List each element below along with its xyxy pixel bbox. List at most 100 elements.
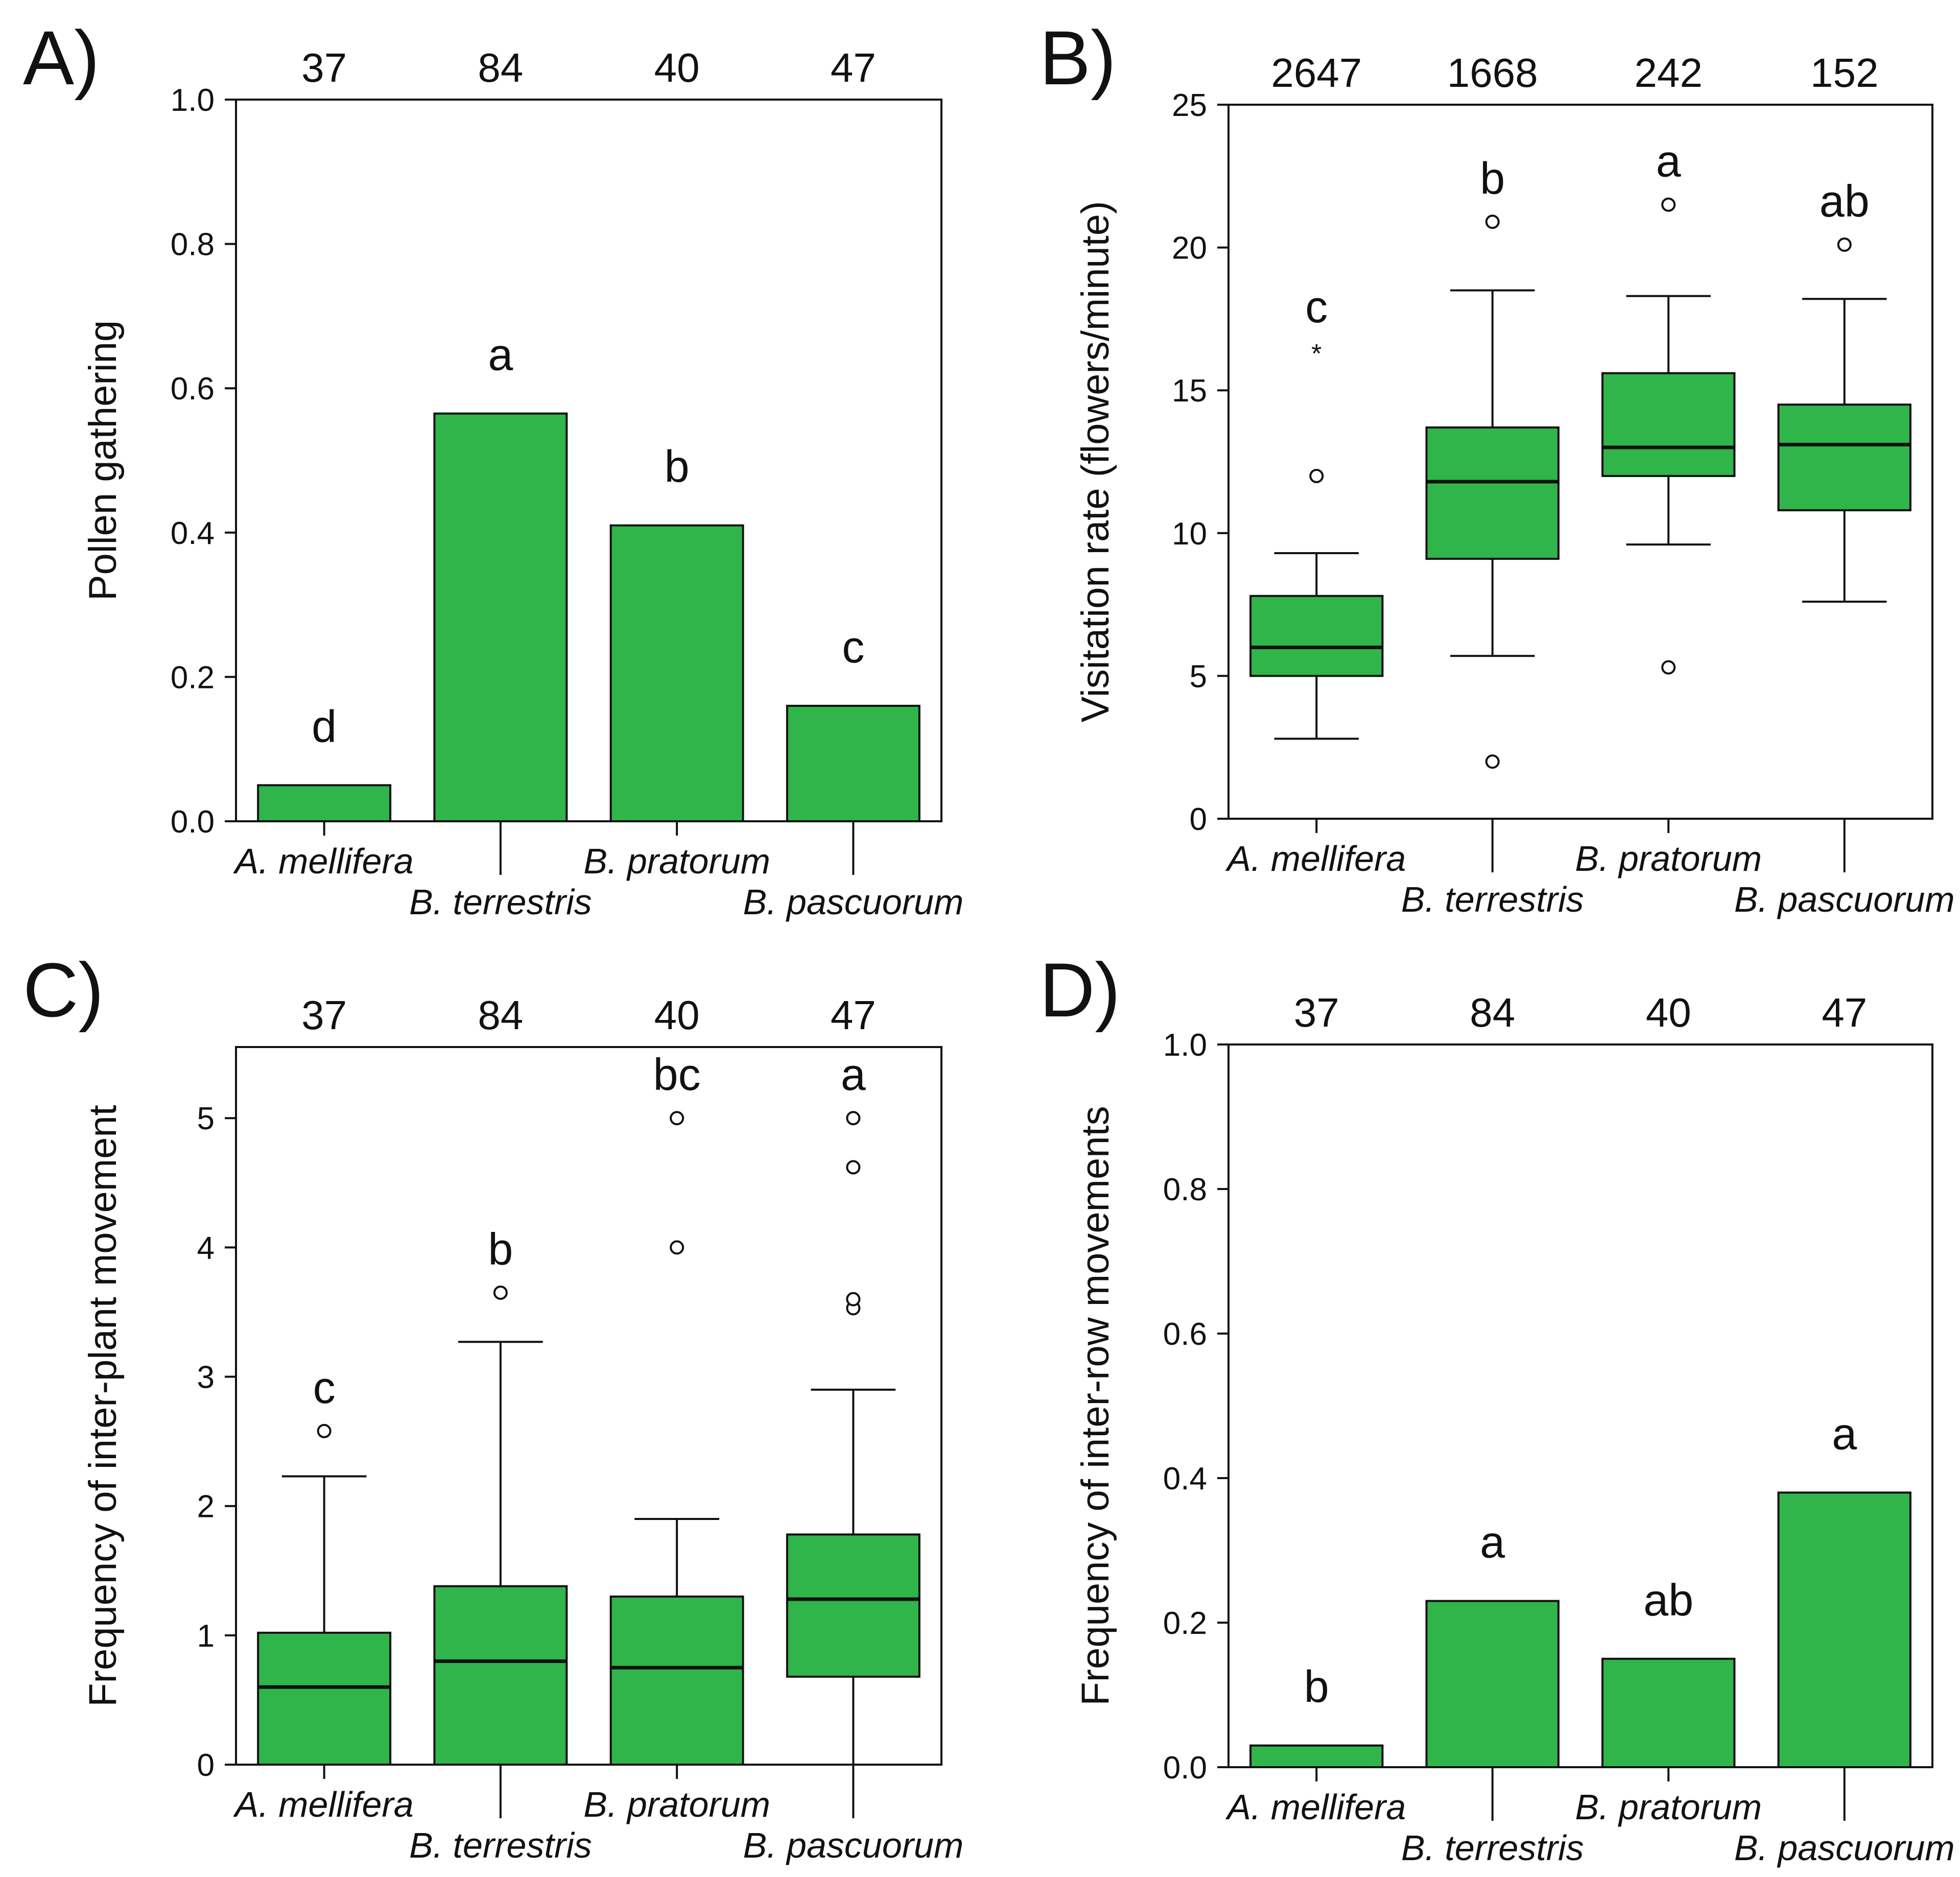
sample-size-label: 40 [654, 992, 700, 1038]
plot-frame [1227, 1043, 1933, 1768]
sample-size-label: 84 [478, 45, 523, 90]
y-tick-label: 3 [197, 1360, 215, 1395]
bar [786, 704, 920, 823]
y-tick-label: 1.0 [171, 83, 215, 118]
y-tick-label: 0 [1190, 802, 1207, 837]
y-tick-label: 2 [197, 1489, 215, 1525]
y-tick-label: 5 [1190, 659, 1207, 694]
box [1425, 426, 1560, 560]
outlier-point [846, 1111, 861, 1126]
sample-size-label: 37 [301, 992, 347, 1038]
outlier-point [670, 1240, 684, 1255]
outlier-point [670, 1111, 684, 1126]
sample-size-label: 1668 [1447, 50, 1538, 96]
y-tick-label: 25 [1172, 88, 1207, 123]
box [786, 1533, 920, 1678]
outlier-point [1485, 754, 1500, 769]
box [1777, 403, 1911, 512]
bar [257, 784, 392, 822]
box [609, 1595, 744, 1766]
category-label: B. pascuorum [1734, 880, 1955, 919]
sample-size-label: 40 [1646, 990, 1691, 1035]
sample-size-label: 152 [1810, 50, 1878, 96]
y-tick-label: 20 [1172, 231, 1207, 266]
y-tick-label: 4 [197, 1230, 215, 1266]
category-label: B. terrestris [1401, 880, 1584, 919]
y-tick-label: 0.6 [1163, 1317, 1207, 1352]
outlier-point [1837, 237, 1852, 252]
outlier-point [493, 1285, 508, 1300]
outlier-point [1485, 215, 1500, 229]
sample-size-label: 47 [831, 45, 876, 90]
panel-label: C) [23, 947, 104, 1033]
extreme-point: * [1311, 339, 1321, 369]
box [1601, 372, 1736, 477]
category-label: B. pratorum [583, 1785, 770, 1824]
significance-letter: a [841, 1049, 866, 1100]
significance-letter: a [1656, 136, 1681, 186]
sample-size-label: 2647 [1271, 50, 1362, 96]
significance-letter: a [1832, 1408, 1857, 1459]
sample-size-label: 40 [654, 45, 700, 90]
y-tick-label: 0.2 [1163, 1606, 1207, 1641]
y-axis-title: Pollen gathering [81, 320, 125, 601]
category-label: B. terrestris [409, 882, 592, 922]
sample-size-label: 84 [1470, 990, 1515, 1035]
category-label: A. mellifera [233, 1785, 414, 1824]
y-tick-label: 0.6 [171, 371, 215, 407]
panel-a: A) 0.0 0.2 0.4 0.6 0.8 1.0 Pollen gathering A. m… [23, 15, 963, 922]
y-axis-title: Visitation rate (flowers/minute) [1074, 201, 1117, 723]
bar [1249, 1744, 1384, 1769]
y-tick-label: 10 [1172, 516, 1207, 552]
y-axis-title: Frequency of inter-plant movement [81, 1105, 125, 1707]
sample-size-label: 242 [1635, 50, 1703, 96]
plot-frame [1227, 104, 1933, 820]
y-tick-label: 15 [1172, 373, 1207, 409]
box [257, 1631, 392, 1766]
plot-frame [235, 1046, 942, 1766]
significance-letter: c [842, 622, 864, 672]
y-tick-label: 0.0 [1163, 1750, 1207, 1786]
category-label: B. terrestris [409, 1825, 592, 1865]
significance-letter: ab [1820, 176, 1870, 226]
sample-size-label: 47 [1822, 990, 1867, 1035]
y-tick-label: 1 [197, 1619, 215, 1654]
plot-frame [235, 99, 942, 822]
outlier-point [1309, 468, 1324, 483]
category-label: B. pratorum [583, 841, 770, 881]
sample-size-label: 37 [301, 45, 347, 90]
significance-letter: c [1305, 281, 1328, 332]
bar [1425, 1600, 1560, 1769]
significance-letter: d [312, 701, 337, 751]
y-tick-label: 0.4 [1163, 1461, 1207, 1496]
panel-b: B) 0 5 10 15 20 25 Visitation rate (flowers/min… [1040, 15, 1955, 919]
category-label: A. mellifera [1225, 1787, 1406, 1827]
bar [1601, 1657, 1736, 1768]
panel-label: A) [23, 15, 100, 101]
category-label: A. mellifera [1225, 839, 1406, 878]
y-tick-label: 0.8 [1163, 1172, 1207, 1207]
outlier-point [846, 1160, 861, 1175]
category-label: A. mellifera [233, 841, 414, 881]
significance-letter: b [488, 1224, 513, 1274]
outlier-point [1661, 197, 1676, 212]
significance-letter: c [313, 1362, 336, 1413]
bar [433, 412, 568, 822]
y-tick-label: 0.4 [171, 516, 215, 551]
category-label: B. pascuorum [743, 882, 963, 922]
y-tick-label: 0.2 [171, 660, 215, 695]
category-label: B. terrestris [1401, 1828, 1584, 1868]
significance-letter: bc [653, 1049, 701, 1100]
category-label: B. pratorum [1575, 839, 1762, 878]
significance-letter: ab [1643, 1575, 1693, 1625]
y-tick-label: 5 [197, 1101, 215, 1136]
sample-size-label: 84 [478, 992, 523, 1038]
sample-size-label: 47 [831, 992, 876, 1038]
sample-size-label: 37 [1294, 990, 1339, 1035]
outlier-point [1661, 660, 1676, 675]
significance-letter: b [665, 441, 690, 492]
category-label: B. pratorum [1575, 1787, 1762, 1827]
bar [1777, 1491, 1911, 1769]
significance-letter: b [1304, 1661, 1329, 1712]
